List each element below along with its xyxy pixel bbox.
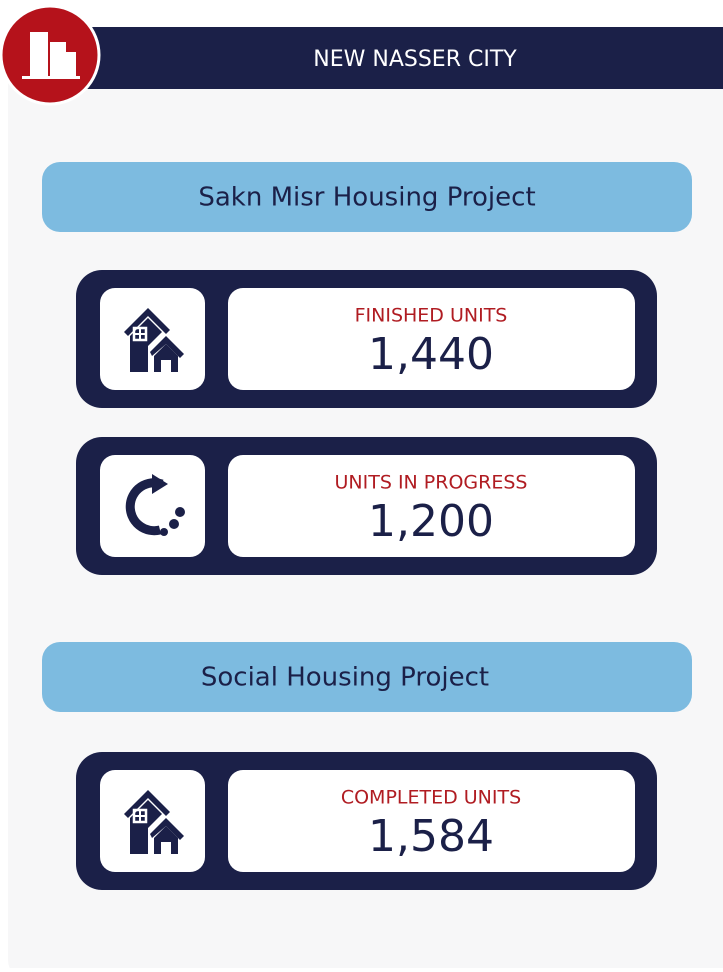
card-label: UNITS IN PROGRESS	[335, 472, 528, 494]
header-bar	[25, 27, 723, 89]
card-label: COMPLETED UNITS	[341, 787, 521, 809]
section-bar	[42, 162, 692, 232]
card-label: FINISHED UNITS	[355, 305, 508, 327]
icon-box	[100, 455, 205, 557]
value-box	[228, 770, 635, 872]
value-box	[228, 288, 635, 390]
card-value: 1,440	[368, 329, 494, 380]
section-title: Sakn Misr Housing Project	[198, 183, 535, 213]
header-title: NEW NASSER CITY	[313, 47, 517, 72]
section-bar	[42, 642, 692, 712]
card-value: 1,584	[368, 811, 494, 862]
section-title: Social Housing Project	[201, 663, 489, 693]
building-icon	[22, 32, 80, 79]
value-box	[228, 455, 635, 557]
progress-icon	[125, 474, 185, 536]
card-value: 1,200	[368, 496, 494, 547]
